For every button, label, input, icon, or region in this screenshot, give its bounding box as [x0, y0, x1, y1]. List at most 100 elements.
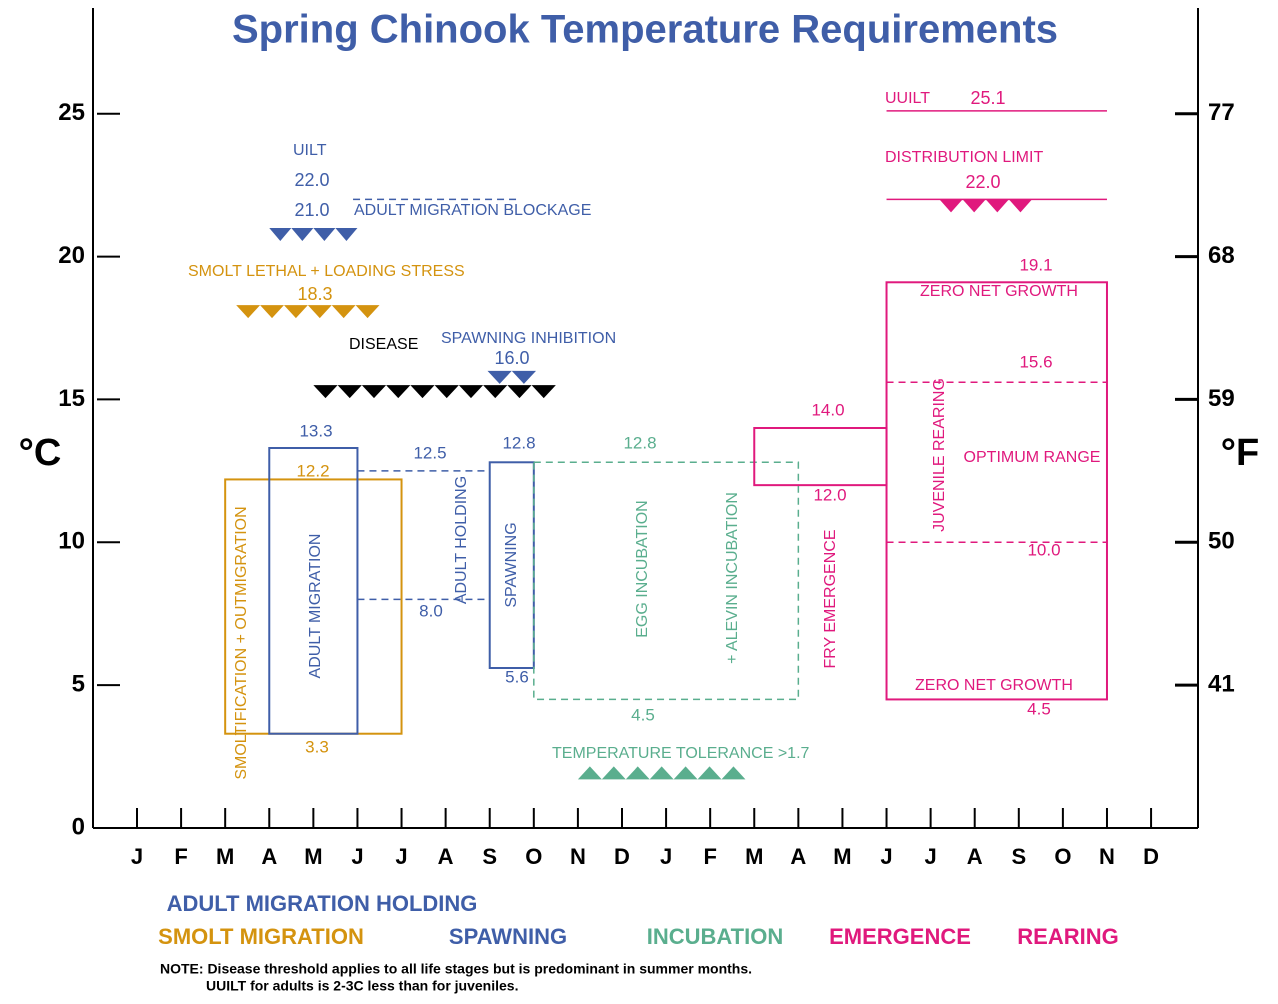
legend-entry: REARING	[1017, 924, 1118, 949]
label: 21.0	[294, 200, 329, 220]
y-tick-label: 0	[72, 813, 85, 840]
threshold-marker	[1008, 199, 1033, 213]
threshold-marker	[434, 385, 459, 399]
threshold-marker	[313, 385, 338, 399]
label: 15.6	[1019, 352, 1052, 371]
legend-entry: EMERGENCE	[829, 924, 971, 949]
label: SMOLTIFICATION + OUTMIGRATION	[233, 506, 250, 779]
threshold-marker	[531, 385, 556, 399]
label: 12.0	[813, 485, 846, 504]
label: EGG INCUBATION	[634, 500, 651, 638]
x-tick-label: S	[482, 844, 497, 869]
y-tick-label: 10	[58, 528, 85, 555]
y-tick-label: 25	[58, 99, 85, 126]
x-tick-label: A	[967, 844, 983, 869]
threshold-marker	[673, 766, 698, 780]
threshold-marker	[625, 766, 650, 780]
label: OPTIMUM RANGE	[964, 449, 1101, 466]
threshold-marker	[577, 766, 602, 780]
label: 22.0	[294, 170, 329, 190]
chart-title: Spring Chinook Temperature Requirements	[232, 8, 1058, 52]
x-tick-label: J	[395, 844, 407, 869]
label: 19.1	[1019, 255, 1052, 274]
x-tick-label: F	[174, 844, 187, 869]
y2-axis-label: °F	[1221, 432, 1259, 474]
label: 4.5	[1027, 699, 1051, 718]
legend-entry: INCUBATION	[647, 924, 783, 949]
legend-entry: SPAWNING	[449, 924, 567, 949]
threshold-marker	[269, 228, 292, 241]
label: 25.1	[970, 88, 1005, 108]
label: UUILT	[885, 90, 930, 107]
threshold-marker	[260, 305, 284, 319]
label: 8.0	[419, 601, 443, 620]
label: 12.8	[502, 433, 535, 452]
y2-tick-label: 59	[1208, 385, 1235, 412]
y2-tick-label: 50	[1208, 528, 1235, 555]
threshold-marker	[697, 766, 722, 780]
x-tick-label: M	[833, 844, 851, 869]
range-box	[268, 447, 359, 735]
label: ADULT MIGRATION	[307, 534, 324, 679]
threshold-marker	[939, 199, 963, 213]
range-box	[753, 427, 888, 487]
x-tick-label: J	[131, 844, 143, 869]
label: DISTRIBUTION LIMIT	[885, 149, 1043, 166]
x-tick-label: N	[1099, 844, 1115, 869]
threshold-marker	[335, 228, 358, 241]
threshold-marker	[507, 385, 532, 399]
threshold-marker	[985, 199, 1009, 213]
label: 10.0	[1027, 540, 1060, 559]
legend-entry: ADULT MIGRATION HOLDING	[167, 891, 478, 916]
x-tick-label: A	[261, 844, 277, 869]
label: 22.0	[965, 172, 1000, 192]
x-tick-label: M	[745, 844, 763, 869]
threshold-marker	[236, 305, 261, 319]
x-tick-label: F	[703, 844, 716, 869]
label: SPAWNING	[503, 522, 520, 607]
label: 12.5	[413, 443, 446, 462]
x-tick-label: D	[1143, 844, 1159, 869]
threshold-marker	[721, 766, 746, 780]
x-tick-label: J	[351, 844, 363, 869]
legend-entry: SMOLT MIGRATION	[158, 924, 364, 949]
y-tick-label: 5	[72, 670, 85, 697]
label: SMOLT LETHAL + LOADING STRESS	[188, 263, 465, 280]
threshold-marker	[601, 766, 626, 780]
x-tick-label: J	[660, 844, 672, 869]
label: TEMPERATURE TOLERANCE >1.7	[552, 745, 810, 762]
x-tick-label: J	[924, 844, 936, 869]
label: ADULT HOLDING	[453, 476, 470, 604]
note: NOTE: Disease threshold applies to all l…	[160, 961, 752, 977]
label: UILT	[293, 142, 327, 159]
threshold-marker	[291, 228, 314, 241]
threshold-marker	[361, 385, 387, 399]
y2-tick-label: 41	[1208, 670, 1235, 697]
threshold-marker	[331, 305, 356, 319]
label: ZERO NET GROWTH	[920, 283, 1078, 300]
threshold-marker	[283, 305, 308, 319]
y-tick-label: 15	[58, 385, 85, 412]
label: 13.3	[299, 421, 332, 440]
y-tick-label: 20	[58, 242, 85, 269]
threshold-marker	[458, 385, 484, 399]
threshold-marker	[386, 385, 411, 399]
label: 4.5	[631, 705, 655, 724]
threshold-marker	[337, 385, 362, 399]
threshold-marker	[511, 370, 537, 384]
x-tick-label: M	[304, 844, 322, 869]
x-tick-label: A	[790, 844, 806, 869]
label: 18.3	[297, 284, 332, 304]
x-tick-label: M	[216, 844, 234, 869]
x-tick-label: D	[614, 844, 630, 869]
label: DISEASE	[349, 336, 418, 353]
label: 3.3	[305, 737, 329, 756]
threshold-marker	[483, 385, 508, 399]
y-axis-label: °C	[19, 432, 62, 474]
threshold-marker	[487, 370, 512, 384]
x-tick-label: A	[438, 844, 454, 869]
threshold-marker	[313, 228, 336, 241]
y2-tick-label: 68	[1208, 242, 1235, 269]
threshold-marker	[307, 305, 332, 319]
